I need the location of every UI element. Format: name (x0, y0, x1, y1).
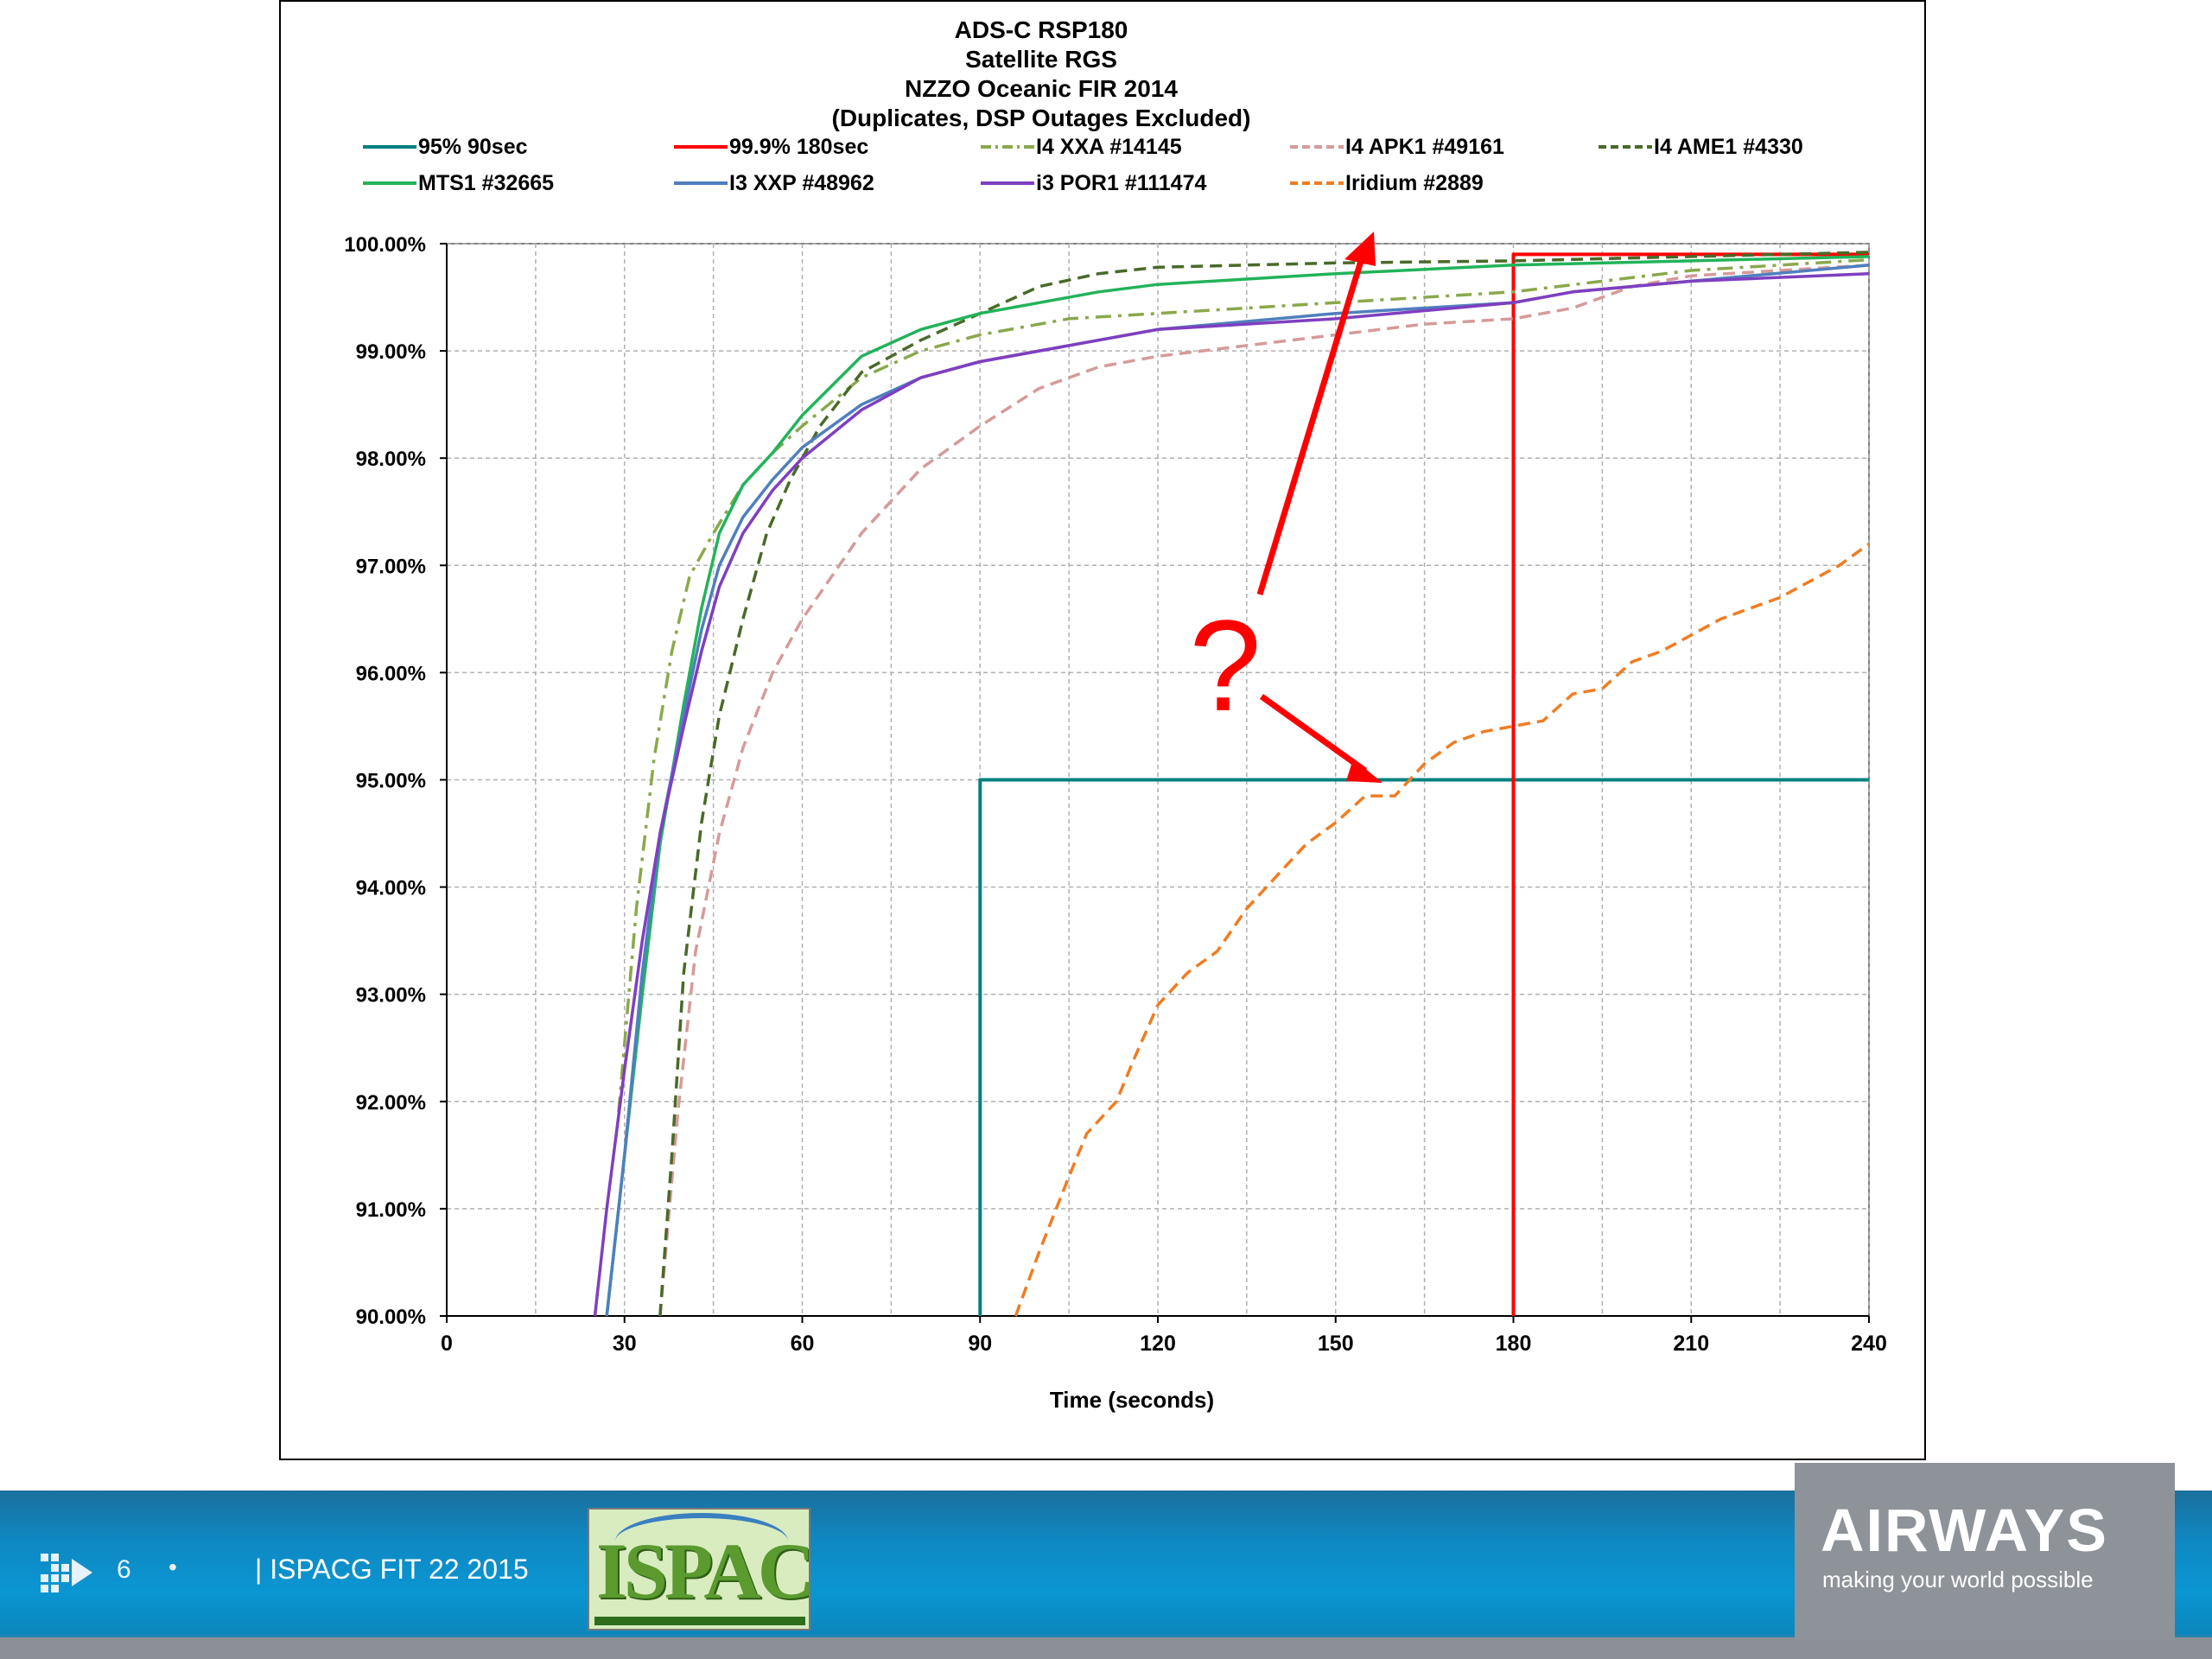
x-tick-label: 120 (1140, 1332, 1176, 1356)
question-annotation: ? (1189, 232, 1382, 783)
y-tick-label: 97.00% (356, 555, 426, 578)
airways-brand-name: AIRWAYS (1821, 1497, 2108, 1564)
chart-axes: 90.00% 91.00% 92.00% 93.00% 94.00% 95.00% 96.0… (344, 233, 1887, 1413)
y-tick-label: 90.00% (356, 1306, 426, 1329)
arrow-up-head (1344, 232, 1376, 266)
y-tick-label: 96.00% (356, 662, 426, 685)
chart-legend: 95% 90sec 99.9% 180sec I4 XXA #14145 I4 APK… (363, 135, 1803, 195)
chart-series (593, 251, 1871, 1317)
series-line (978, 778, 1869, 1316)
x-tick-label: 90 (968, 1332, 992, 1356)
legend-entry: I3 XXP #48962 (729, 171, 874, 195)
chart-title-line: (Duplicates, DSP Outages Excluded) (832, 105, 1251, 131)
legend-entry: 99.9% 180sec (729, 135, 868, 159)
y-tick-label: 93.00% (356, 984, 426, 1007)
y-tick-label: 92.00% (356, 1091, 426, 1115)
ispacg-logo: ISPACG (588, 1508, 810, 1630)
airways-logo: AIRWAYS making your world possible (1795, 1463, 2175, 1640)
legend-entry: i3 POR1 #111474 (1036, 171, 1206, 195)
x-tick-label: 240 (1851, 1332, 1887, 1356)
legend-entry: I4 AME1 #4330 (1654, 135, 1803, 159)
x-tick-label: 150 (1318, 1332, 1354, 1356)
x-tick-label: 0 (441, 1332, 453, 1356)
legend-entry: 95% 90sec (418, 135, 528, 159)
x-tick-label: 210 (1673, 1332, 1709, 1356)
series-line (658, 251, 1870, 1317)
slide-number: 6 (117, 1555, 131, 1584)
y-tick-label: 98.00% (356, 448, 426, 471)
footer-event-text: | ISPACG FIT 22 2015 (255, 1554, 529, 1585)
x-axis-label: Time (seconds) (1050, 1387, 1214, 1413)
legend-entry: MTS1 #32665 (418, 171, 554, 195)
ispacg-logo-text: ISPACG (596, 1527, 810, 1615)
x-tick-label: 180 (1496, 1332, 1532, 1356)
series-line (1014, 543, 1871, 1317)
legend-entry: I4 APK1 #49161 (1345, 135, 1504, 159)
y-tick-label: 94.00% (356, 877, 426, 900)
y-tick-label: 100.00% (344, 233, 426, 257)
y-tick-label: 95.00% (356, 770, 426, 793)
series-line (593, 271, 1870, 1317)
arrow-down-line (1259, 694, 1368, 773)
x-tick-label: 60 (791, 1332, 815, 1356)
footer-band (0, 1637, 2212, 1659)
chart-title-line: NZZO Oceanic FIR 2014 (905, 75, 1178, 102)
footer-bullet: • (168, 1554, 177, 1580)
airways-tagline: making your world possible (1822, 1567, 2094, 1592)
question-mark-text: ? (1189, 593, 1261, 738)
series-line (617, 257, 1870, 1113)
series-line (658, 264, 1870, 1317)
legend-entry: Iridium #2889 (1345, 171, 1484, 195)
y-tick-label: 99.00% (356, 340, 426, 364)
chart-title-line: ADS-C RSP180 (955, 16, 1128, 43)
slide-arrow-icon (41, 1554, 92, 1592)
chart-title-line: Satellite RGS (965, 46, 1117, 73)
legend-entry: I4 XXA #14145 (1036, 135, 1182, 159)
arrow-down-head (1346, 759, 1382, 783)
y-tick-label: 91.00% (356, 1198, 426, 1222)
arrow-up-line (1256, 251, 1367, 596)
x-tick-label: 30 (613, 1332, 637, 1356)
